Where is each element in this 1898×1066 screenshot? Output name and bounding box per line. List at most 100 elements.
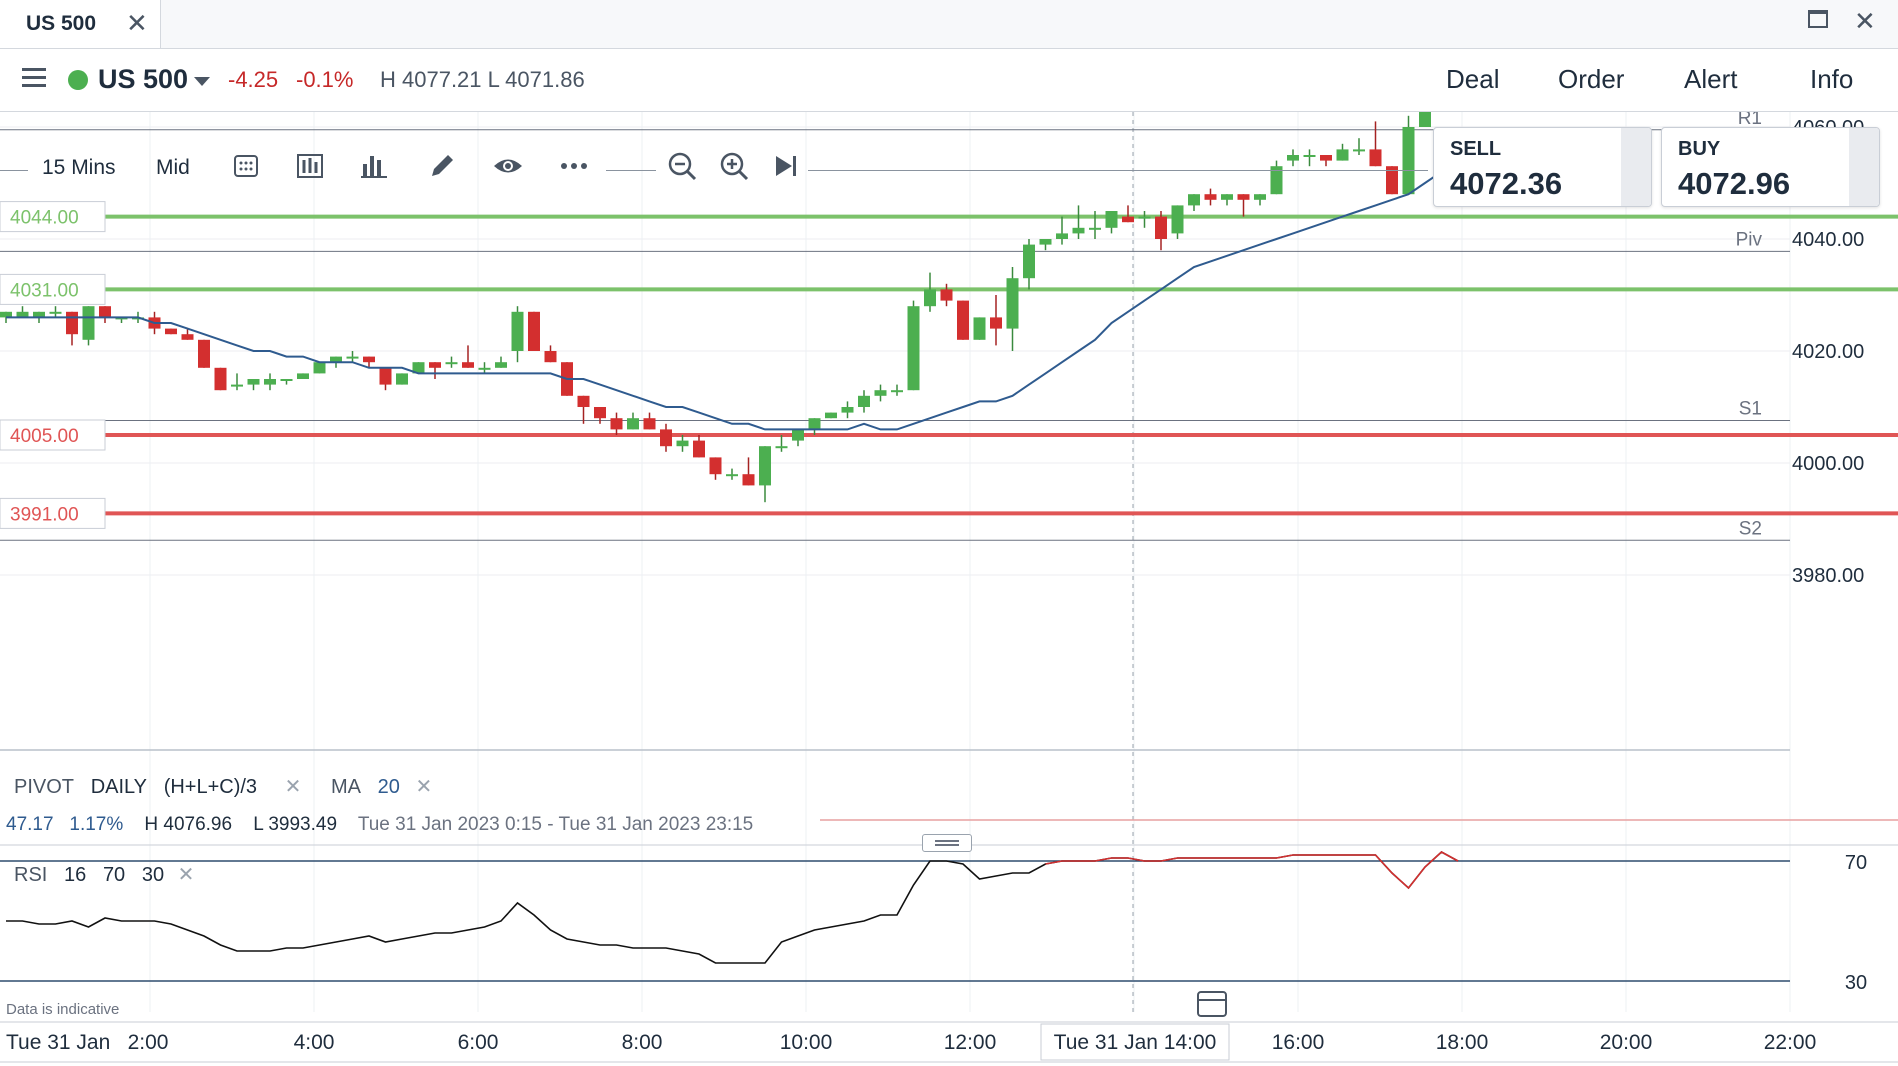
candle-body [1419, 112, 1431, 127]
candle-body [1006, 278, 1019, 329]
candle-body [330, 356, 342, 363]
hamburger-menu-icon[interactable] [18, 66, 50, 90]
rsi-upper: 70 [102, 864, 126, 886]
candle-body [429, 362, 441, 368]
candle-body [231, 384, 243, 387]
candle-body [891, 390, 903, 393]
more-options-icon[interactable] [558, 150, 590, 182]
pane-resize-handle[interactable] [922, 834, 972, 852]
timeframe-select[interactable]: 15 Mins [42, 156, 116, 179]
remove-rsi-icon[interactable]: ✕ [177, 864, 195, 886]
candle-body [594, 407, 606, 419]
jump-to-latest-icon[interactable] [770, 150, 802, 182]
candle-body [924, 289, 936, 307]
chart-type-icon[interactable] [294, 150, 326, 182]
candle-body [643, 418, 656, 430]
candle-body [693, 440, 705, 458]
candle-body [247, 379, 260, 385]
candle-body [775, 446, 788, 449]
candle-body [973, 317, 986, 340]
candle-body [1287, 155, 1299, 161]
remove-pivot-icon[interactable]: ✕ [284, 776, 302, 798]
price-type-select[interactable]: Mid [156, 156, 190, 179]
x-tick-label: 8:00 [622, 1031, 663, 1054]
candle-body [1105, 211, 1118, 228]
candle-body [16, 311, 29, 318]
x-tick-label: 2:00 [128, 1031, 169, 1054]
buy-label: BUY [1678, 138, 1721, 160]
candle-body [1072, 227, 1085, 234]
candle-body [1303, 155, 1316, 157]
window-tab-bar [0, 0, 1898, 49]
level-label-box [0, 419, 106, 451]
tab-us500[interactable] [0, 0, 161, 48]
indicators-icon[interactable] [358, 150, 390, 182]
pivot-legend[interactable]: PIVOT DAILY (H+L+C)/3 ✕ MA 20 ✕ [14, 774, 432, 799]
candle-body [610, 418, 623, 430]
sell-button[interactable]: SELL 4072.36 [1433, 127, 1652, 207]
candle-body [742, 474, 755, 486]
level-label: 4005.00 [10, 426, 79, 447]
toolbar-divider-2 [606, 170, 656, 171]
x-tick-label: 12:00 [944, 1031, 997, 1054]
price-chart[interactable]: R1 Piv S1 S2 4044.00 4031.00 4005.00 3991.00 398… [0, 112, 1898, 1066]
candle-body [709, 457, 722, 475]
candle-body [1056, 233, 1068, 239]
rsi-period: 16 [64, 864, 87, 886]
rsi-30-label: 30 [1845, 972, 1867, 994]
level-label: 4031.00 [10, 280, 79, 301]
rsi-legend[interactable]: RSI 16 70 30 ✕ [14, 862, 194, 887]
menu-alert[interactable]: Alert [1684, 64, 1738, 94]
rsi-overbought-line [1045, 851, 1459, 890]
stats-change: 47.17 [6, 814, 54, 835]
close-icon[interactable]: ✕ [1854, 6, 1876, 36]
menu-deal[interactable]: Deal [1446, 64, 1500, 94]
candle-body [462, 362, 474, 368]
x-tick-label: 22:00 [1764, 1031, 1817, 1054]
buy-button[interactable]: BUY 4072.96 [1661, 127, 1880, 207]
candle-body [346, 356, 359, 359]
zoom-out-icon[interactable] [666, 150, 698, 182]
crosshair-time-box [1040, 1023, 1230, 1061]
candle-body [264, 379, 276, 385]
ma-period: 20 [377, 776, 400, 798]
price-change: -4.25 [228, 67, 279, 92]
draw-pencil-icon[interactable] [426, 150, 458, 182]
buy-strip [1849, 128, 1879, 206]
calendar-icon [1197, 991, 1227, 1017]
market-name[interactable]: US 500 [98, 64, 189, 94]
maximize-icon[interactable] [1808, 10, 1828, 28]
zoom-in-icon[interactable] [718, 150, 750, 182]
pivot-label: Piv [1736, 229, 1763, 250]
price-change-percent: -0.1% [296, 67, 354, 92]
candle-body [825, 412, 837, 419]
candle-body [792, 429, 804, 441]
ma-label: MA [330, 776, 361, 798]
candle-body [82, 306, 95, 340]
candle-body [1353, 149, 1365, 152]
tab-close-icon[interactable]: ✕ [126, 8, 148, 38]
stats-high: H 4076.96 [144, 814, 233, 835]
candle-body [445, 362, 458, 365]
pivot-label: R1 [1738, 112, 1762, 129]
candle-body [1122, 216, 1134, 223]
remove-ma-icon[interactable]: ✕ [415, 776, 433, 798]
candle-body [660, 429, 672, 447]
candle-body [511, 311, 524, 351]
stats-range: Tue 31 Jan 2023 0:15 - Tue 31 Jan 2023 2… [357, 814, 754, 835]
caret-down-icon[interactable] [194, 77, 210, 86]
market-header [0, 49, 1898, 112]
rsi-lower: 30 [141, 864, 165, 886]
calendar-grid-icon[interactable] [230, 150, 262, 182]
level-label-box [0, 273, 106, 305]
menu-order[interactable]: Order [1558, 64, 1625, 94]
y-tick-label: 4000.00 [1792, 453, 1864, 475]
level-label: 4044.00 [10, 208, 79, 229]
stats-legend: 47.17 1.17% H 4076.96 L 3993.49 Tue 31 J… [6, 814, 753, 836]
candle-body [478, 367, 491, 370]
candle-body [1369, 149, 1382, 167]
menu-info[interactable]: Info [1810, 64, 1854, 94]
candle-body [1039, 239, 1052, 245]
candle-body [1204, 194, 1217, 200]
eye-icon[interactable] [492, 150, 524, 182]
